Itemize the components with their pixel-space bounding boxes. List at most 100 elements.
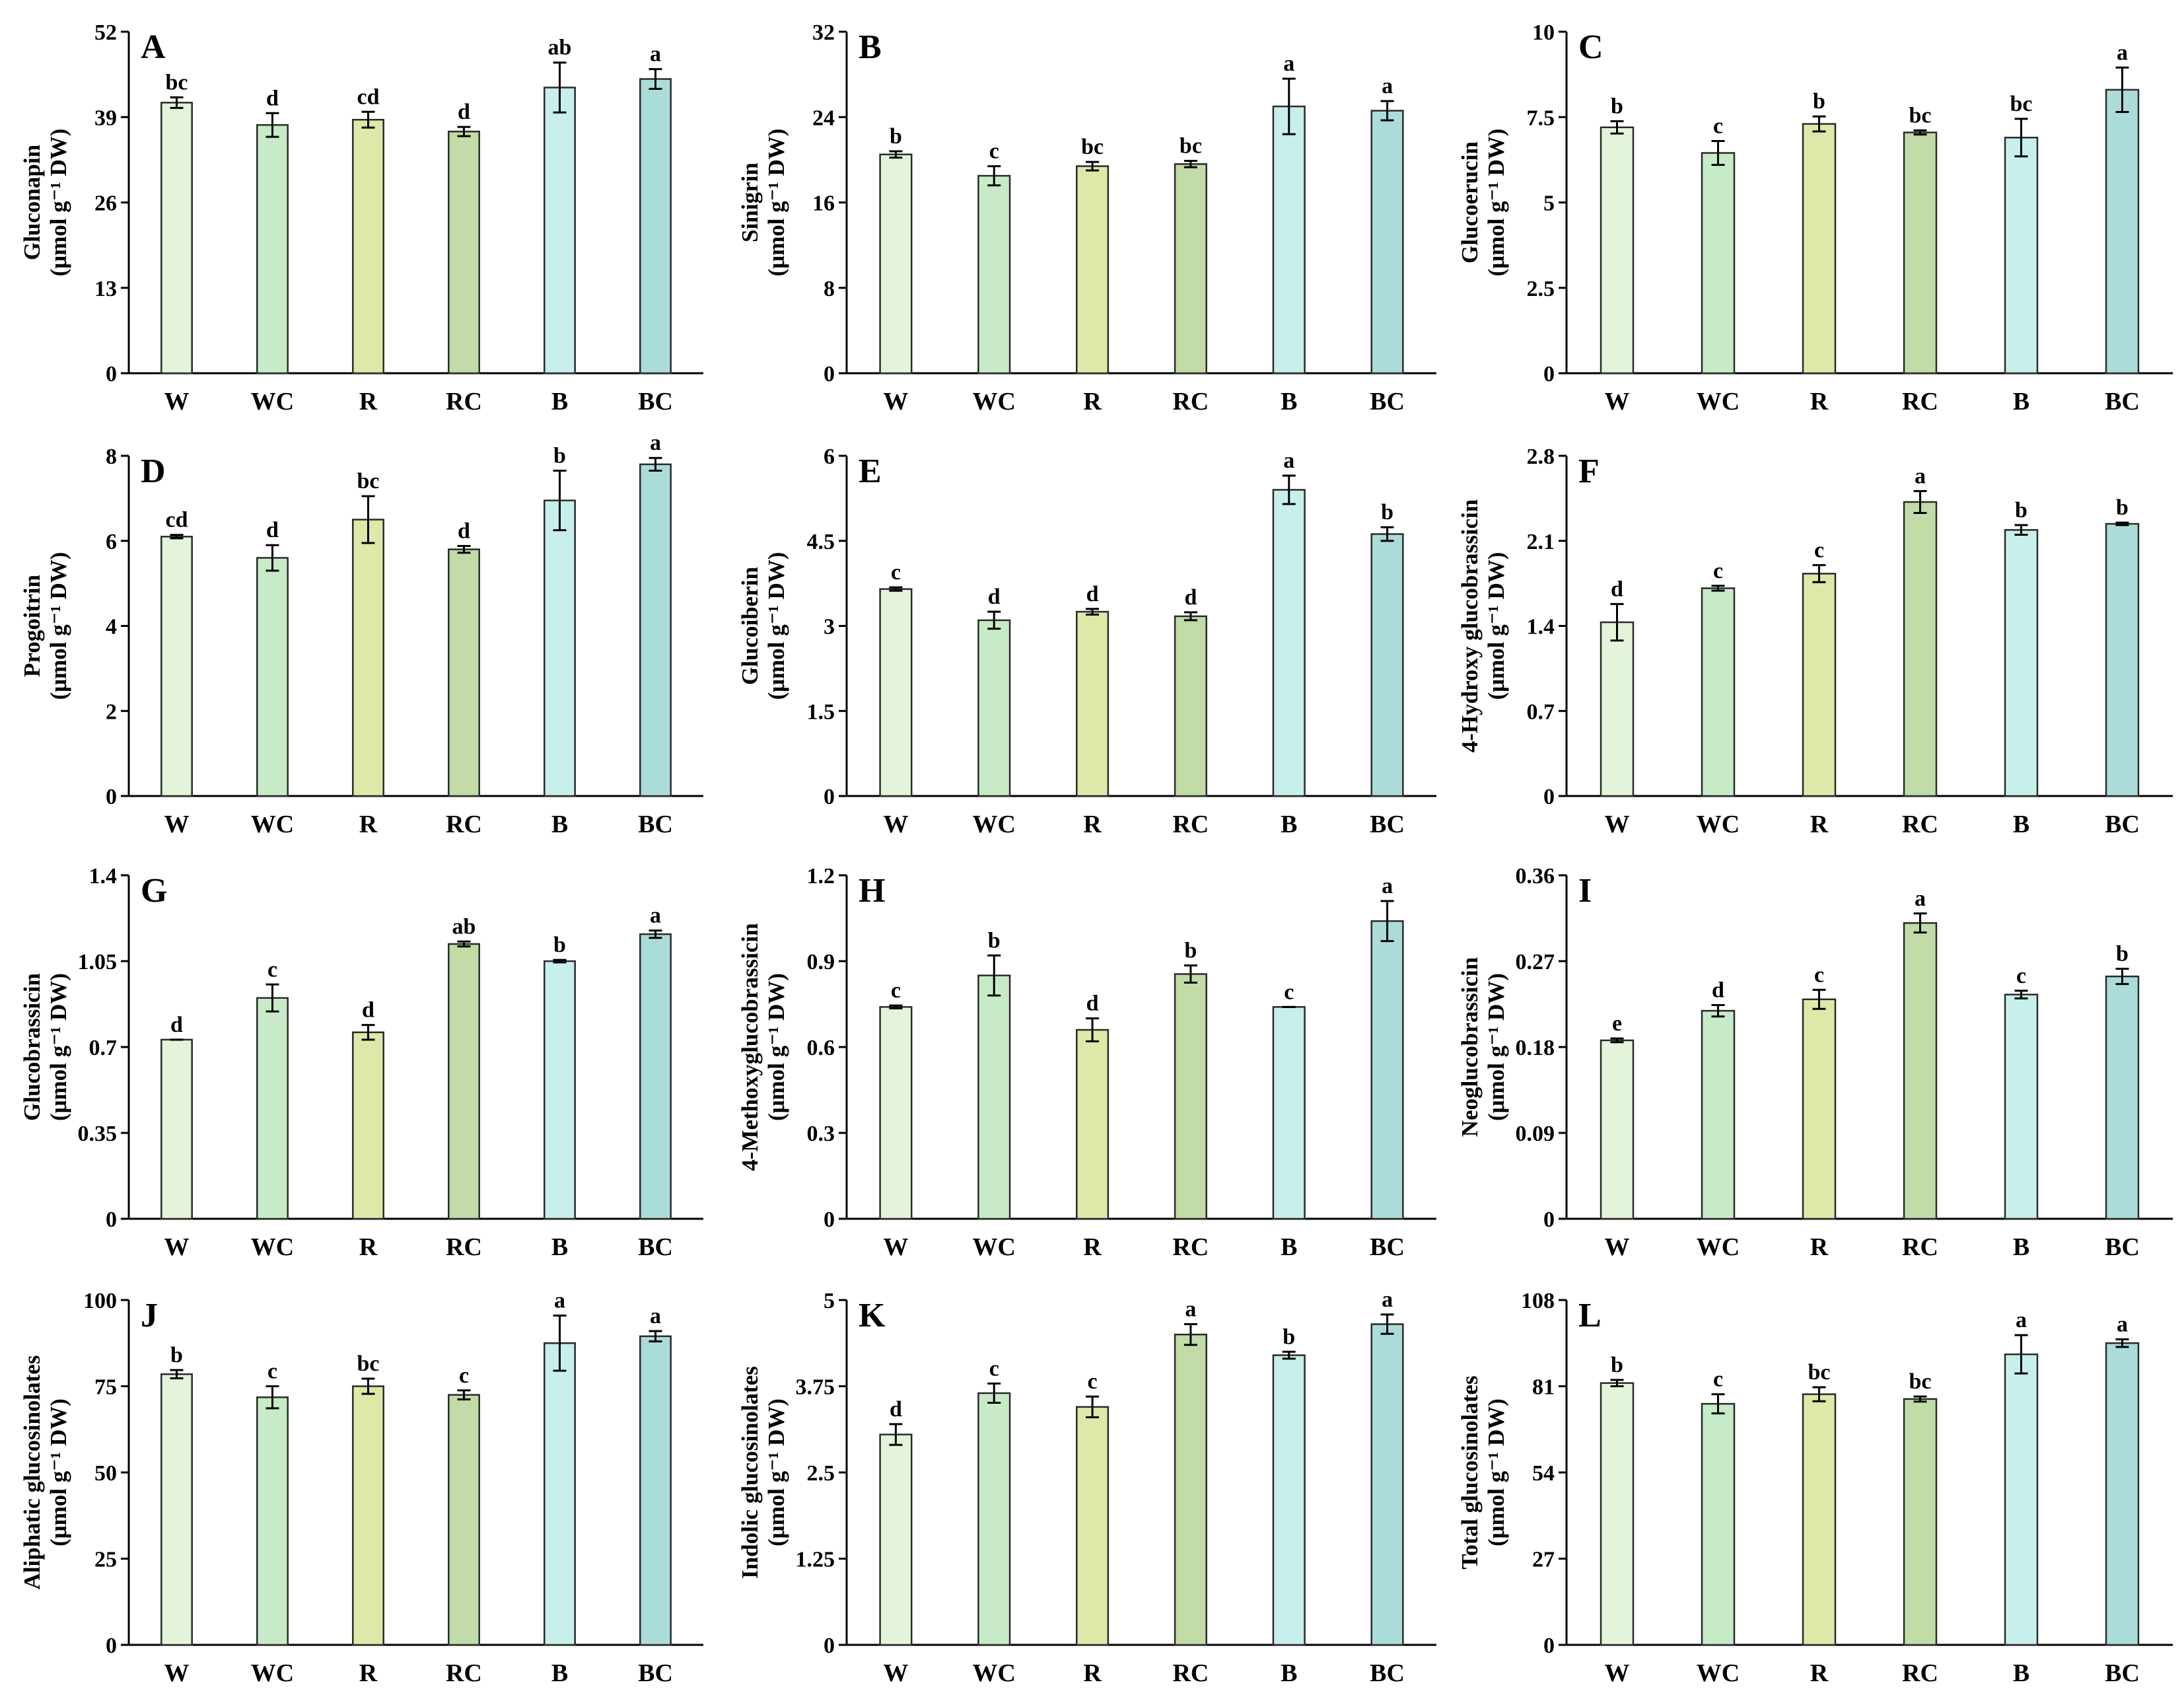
panel-a: 0 13 26 39 52 bc Wd WC cd Rd RC ab Ba BC A Gluconapin (μ… xyxy=(19,20,703,416)
significance-letter: b xyxy=(553,933,566,957)
bar-bc xyxy=(2105,975,2140,1220)
x-category-label: W xyxy=(164,811,190,838)
significance-letter: c xyxy=(1814,962,1824,987)
significance-letter: c xyxy=(1713,1367,1723,1392)
significance-letter: c xyxy=(989,1356,999,1381)
significance-letter: ab xyxy=(548,36,572,60)
y-tick-label: 2.5 xyxy=(807,1461,835,1486)
bar-rc xyxy=(1903,922,1938,1220)
significance-letter: c xyxy=(459,1363,469,1388)
y-axis-unit: (μmol g⁻¹ DW) xyxy=(1483,1398,1509,1546)
y-tick-label: 75 xyxy=(94,1375,117,1400)
bar-w xyxy=(879,1006,913,1220)
x-category-label: WC xyxy=(251,388,294,416)
y-tick-label: 50 xyxy=(94,1461,117,1486)
significance-letter: a xyxy=(554,1288,565,1313)
y-tick-label: 0.6 xyxy=(807,1036,835,1060)
x-category-label: W xyxy=(164,388,190,416)
x-category-label: W xyxy=(164,1233,190,1261)
x-category-label: WC xyxy=(973,388,1016,416)
x-category-label: BC xyxy=(638,388,673,416)
panel-c: 0 2.5 5 7.5 10 b Wc WC b Rbc RC bc Ba BC C Glucoerucin(… xyxy=(1457,20,2173,416)
bar-w xyxy=(1600,126,1635,375)
y-tick-label: 10 xyxy=(1532,20,1555,45)
y-tick-label: 8 xyxy=(824,277,835,301)
x-category-label: BC xyxy=(638,811,673,838)
bar-wc xyxy=(256,557,289,797)
x-category-label: RC xyxy=(1902,388,1938,416)
x-category-label: W xyxy=(164,1659,190,1687)
panel-letter: G xyxy=(141,872,167,910)
bar-r xyxy=(352,519,384,797)
y-tick-label: 24 xyxy=(812,106,835,130)
significance-letter: c xyxy=(891,978,901,1003)
x-category-label: WC xyxy=(973,811,1016,838)
significance-letter: c xyxy=(2016,964,2026,988)
significance-letter: a xyxy=(1382,874,1393,898)
bar-bc xyxy=(1370,1323,1404,1646)
bar-w xyxy=(879,588,913,797)
bar-w xyxy=(1600,621,1635,797)
significance-letter: c xyxy=(1814,538,1824,563)
bar-wc xyxy=(977,619,1011,797)
significance-letter: b xyxy=(553,444,566,468)
bar-wc xyxy=(1701,587,1736,797)
y-tick-label: 5 xyxy=(824,1289,835,1313)
significance-letter: e xyxy=(1612,1011,1622,1036)
significance-letter: bc xyxy=(1909,103,1932,127)
significance-letter: a xyxy=(1382,74,1393,98)
significance-letter: c xyxy=(267,957,277,982)
significance-letter: a xyxy=(650,1304,661,1328)
bar-b xyxy=(1272,489,1306,797)
significance-letter: b xyxy=(1381,500,1393,525)
bar-rc xyxy=(1174,615,1207,797)
y-tick-label: 0 xyxy=(824,1634,835,1658)
x-category-label: BC xyxy=(1370,388,1405,416)
x-category-label: BC xyxy=(2105,811,2140,838)
bar-bc xyxy=(2105,523,2140,797)
significance-letter: b xyxy=(1813,89,1825,114)
significance-letter: ab xyxy=(452,914,476,939)
y-axis-unit: (μmol g⁻¹ DW) xyxy=(763,973,789,1121)
panel-letter: I xyxy=(1578,872,1592,910)
x-category-label: RC xyxy=(1172,1659,1209,1687)
significance-letter: d xyxy=(266,86,279,110)
bar-w xyxy=(879,1433,913,1646)
y-tick-label: 5 xyxy=(1543,192,1555,216)
significance-letter: b xyxy=(1611,94,1623,118)
significance-letter: c xyxy=(267,1359,277,1384)
y-axis-unit: (μmol g⁻¹ DW) xyxy=(1483,973,1509,1121)
x-category-label: B xyxy=(551,1659,568,1687)
y-tick-label: 2.8 xyxy=(1527,445,1555,469)
bar-b xyxy=(544,499,576,797)
y-tick-label: 1.4 xyxy=(1527,615,1555,639)
y-axis-unit: (μmol g⁻¹ DW) xyxy=(763,129,789,277)
y-tick-label: 0 xyxy=(824,362,835,386)
y-axis-title: Glucoiberin xyxy=(737,567,763,685)
significance-letter: c xyxy=(1088,1369,1098,1394)
y-axis-unit: (μmol g⁻¹ DW) xyxy=(1483,552,1509,700)
x-category-label: B xyxy=(551,1233,568,1261)
y-tick-label: 0 xyxy=(106,1208,117,1232)
x-category-label: RC xyxy=(1172,388,1209,416)
bar-rc xyxy=(1174,1333,1207,1646)
bar-b xyxy=(2004,528,2039,797)
y-axis-title: Gluconapin xyxy=(19,145,45,260)
y-tick-label: 0.7 xyxy=(89,1036,118,1060)
significance-letter: d xyxy=(458,100,470,124)
y-tick-label: 0.36 xyxy=(1516,864,1555,888)
significance-letter: b xyxy=(2015,498,2027,523)
bar-rc xyxy=(1903,1398,1938,1646)
y-tick-label: 0 xyxy=(1543,785,1555,809)
y-tick-label: 0 xyxy=(824,1208,835,1232)
significance-letter: a xyxy=(1915,887,1926,911)
bar-r xyxy=(1076,610,1110,797)
y-tick-label: 8 xyxy=(106,445,117,469)
y-axis-title: 4-Hydroxy glucobrassicin xyxy=(1457,499,1483,752)
significance-letter: a xyxy=(650,42,661,67)
y-axis-title: Aliphatic glucosinolates xyxy=(19,1356,45,1590)
y-axis-title: Glucobrassicin xyxy=(19,973,45,1121)
y-tick-label: 0.3 xyxy=(807,1122,835,1146)
x-category-label: WC xyxy=(1697,1233,1740,1261)
y-tick-label: 2 xyxy=(106,700,117,724)
